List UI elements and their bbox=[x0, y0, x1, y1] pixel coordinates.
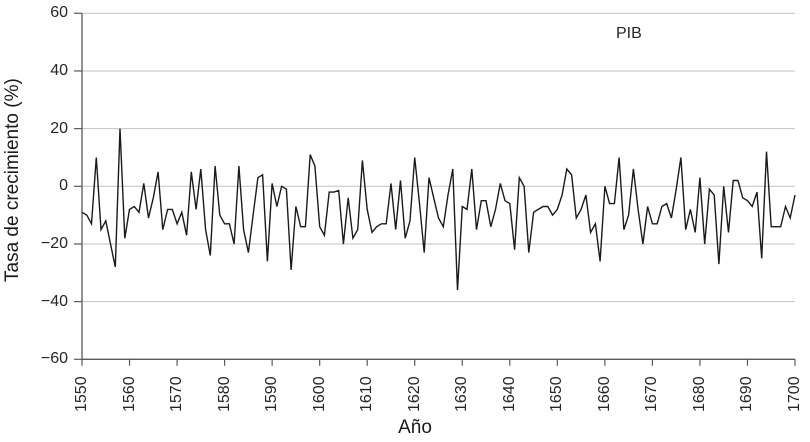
y-tick-label--20: −20 bbox=[40, 234, 68, 252]
x-tick-label-1640: 1640 bbox=[500, 376, 518, 412]
x-tick-label-1650: 1650 bbox=[548, 376, 566, 412]
x-tick-label-1570: 1570 bbox=[168, 376, 186, 412]
x-tick-label-1590: 1590 bbox=[263, 376, 281, 412]
x-axis-title: Año bbox=[398, 417, 432, 438]
x-tick-label-1610: 1610 bbox=[358, 376, 376, 412]
x-tick-label-1630: 1630 bbox=[453, 376, 471, 412]
x-tick-label-1600: 1600 bbox=[310, 376, 328, 412]
y-tick-label-40: 40 bbox=[50, 61, 68, 79]
y-tick-label--60: −60 bbox=[40, 350, 68, 368]
x-tick-label-1560: 1560 bbox=[120, 376, 138, 412]
x-tick-label-1660: 1660 bbox=[595, 376, 613, 412]
series-label-pib: PIB bbox=[616, 25, 642, 42]
x-tick-label-1620: 1620 bbox=[405, 376, 423, 412]
y-tick-label-20: 20 bbox=[50, 119, 68, 137]
x-tick-label-1690: 1690 bbox=[738, 376, 756, 412]
x-tick-label-1670: 1670 bbox=[643, 376, 661, 412]
y-tick-label--40: −40 bbox=[40, 292, 68, 310]
x-tick-label-1580: 1580 bbox=[215, 376, 233, 412]
y-tick-label-0: 0 bbox=[59, 177, 68, 195]
pib-growth-line bbox=[81, 128, 796, 291]
x-tick-label-1550: 1550 bbox=[73, 376, 90, 412]
y-tick-label-60: 60 bbox=[50, 4, 68, 22]
x-tick-label-1680: 1680 bbox=[690, 376, 708, 412]
x-tick-label-1700: 1700 bbox=[786, 376, 803, 412]
